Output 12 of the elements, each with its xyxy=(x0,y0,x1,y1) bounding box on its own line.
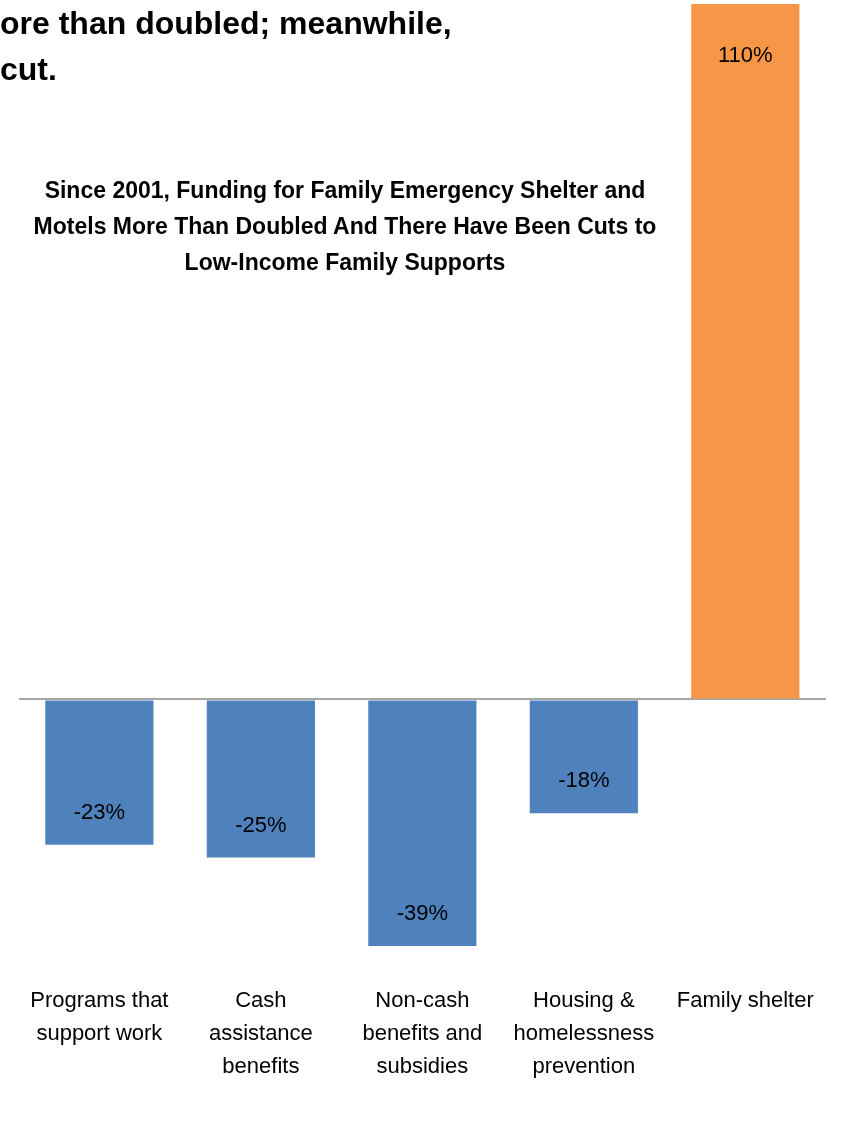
text: Since 2001, Funding for Family Emergency Shelter and Motels More Than Doubled And There Have Been Cuts to Low-Income Family Supports xyxy=(32,176,658,277)
x-tick-label: Housing & homelessness prevention xyxy=(513,986,655,1078)
data-label: -18% xyxy=(558,767,610,793)
annotation: ore than doubled; meanwhile, cut. xyxy=(0,4,453,89)
x-tick-label: Family shelter xyxy=(676,986,814,1012)
data-label: -25% xyxy=(235,811,287,837)
x-tick-label: Cash assistance benefits xyxy=(208,986,313,1078)
x-tick-label: Non-cash benefits and subsidies xyxy=(362,986,483,1078)
x-tick-label: Programs that support work xyxy=(30,986,169,1045)
data-label: -39% xyxy=(396,900,449,926)
data-label: -23% xyxy=(73,798,126,824)
data-label: 110% xyxy=(717,42,773,68)
